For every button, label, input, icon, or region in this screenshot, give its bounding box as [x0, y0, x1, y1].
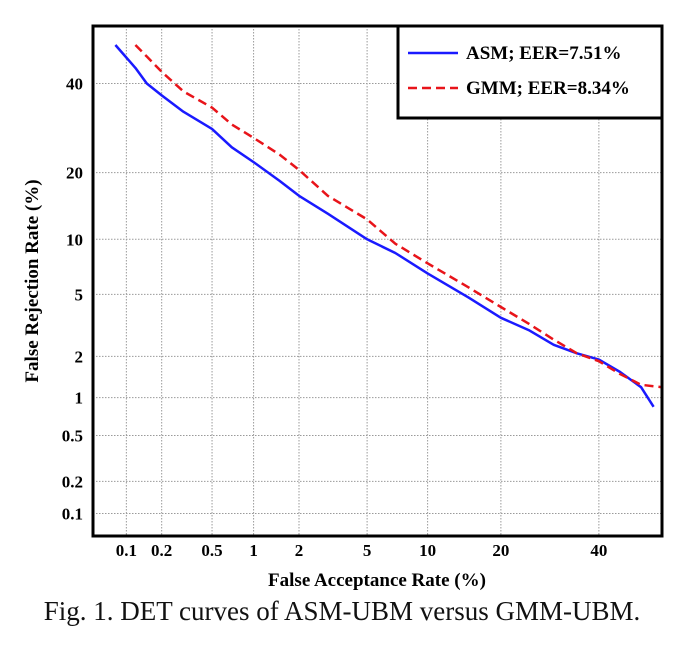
tick-labels: 0.1 0.2 0.5 1 2 5 10 20 40 0.1 0.2 0.5 1 2 5 10 20 40: [62, 74, 608, 560]
series-line-gmm: [134, 44, 663, 389]
x-tick-label: 0.5: [201, 541, 222, 560]
legend: ASM; EER=7.51% GMM; EER=8.34%: [396, 24, 664, 120]
plot-frame: [91, 24, 664, 538]
y-axis-title: False Rejection Rate (%): [22, 179, 43, 382]
series-lines: [114, 44, 663, 408]
legend-label-asm: ASM; EER=7.51%: [466, 43, 621, 64]
x-tick-label: 20: [492, 541, 509, 560]
det-chart: 0.1 0.2 0.5 1 2 5 10 20 40 0.1 0.2 0.5 1 2 5 10 20 40 ASM…: [22, 24, 664, 591]
x-tick-label: 40: [590, 541, 607, 560]
y-tick-label: 40: [66, 74, 83, 93]
y-tick-label: 2: [75, 347, 84, 366]
y-tick-label: 0.5: [62, 426, 83, 445]
y-tick-label: 0.1: [62, 504, 83, 523]
figure-caption: Fig. 1. DET curves of ASM-UBM versus GMM…: [43, 596, 641, 626]
x-tick-label: 0.2: [151, 541, 172, 560]
x-tick-label: 10: [419, 541, 436, 560]
legend-label-gmm: GMM; EER=8.34%: [466, 78, 630, 99]
y-tick-label: 0.2: [62, 472, 83, 491]
y-tick-label: 20: [66, 164, 83, 183]
y-tick-label: 5: [75, 285, 84, 304]
x-tick-label: 1: [249, 541, 258, 560]
legend-box: [396, 24, 664, 120]
y-tick-label: 1: [75, 389, 84, 408]
x-tick-label: 2: [295, 541, 304, 560]
x-tick-label: 0.1: [116, 541, 137, 560]
x-tick-label: 5: [363, 541, 372, 560]
x-axis-title: False Acceptance Rate (%): [268, 570, 486, 591]
y-tick-label: 10: [66, 230, 83, 249]
